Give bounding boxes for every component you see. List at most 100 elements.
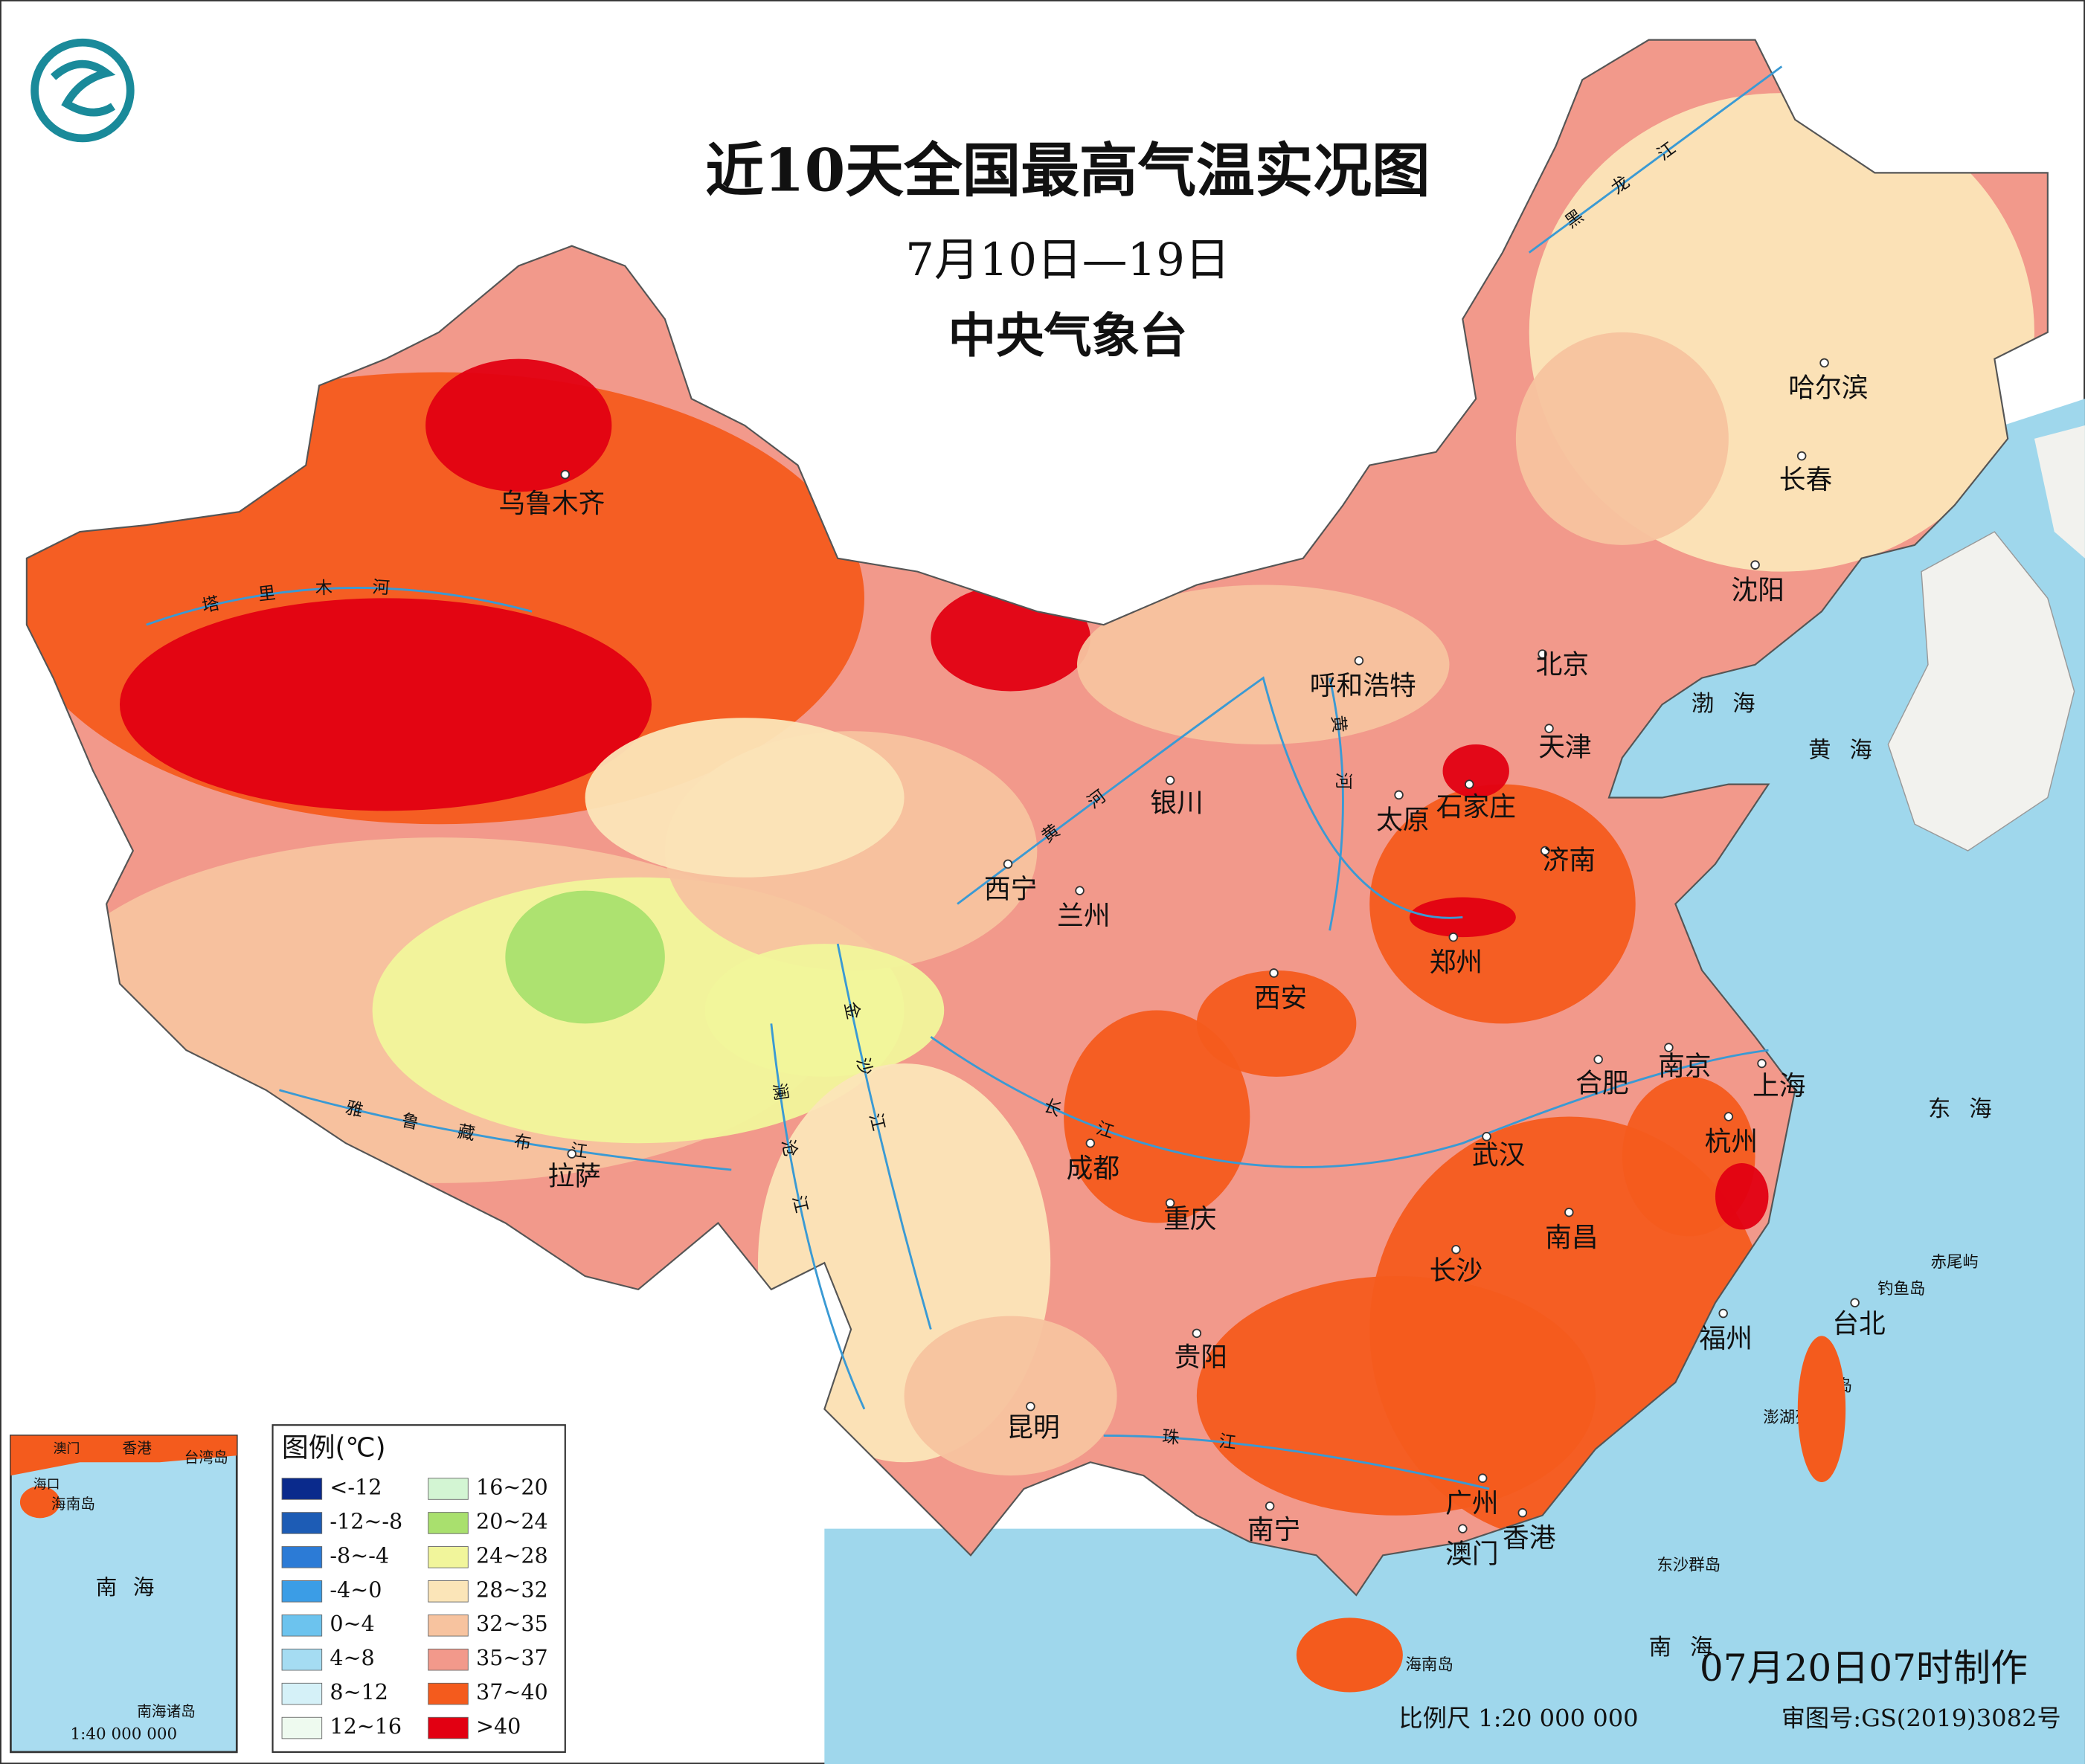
city-label: 贵阳 xyxy=(1174,1342,1227,1373)
sea xyxy=(824,399,2085,1764)
china-border xyxy=(25,39,2049,1597)
inset-hainan xyxy=(19,1486,60,1519)
city-dot xyxy=(1477,1473,1488,1483)
river xyxy=(836,943,932,1330)
city-label: 武汉 xyxy=(1472,1140,1525,1171)
city-label: 沈阳 xyxy=(1731,575,1784,605)
river xyxy=(1103,1435,1490,1490)
city-dot xyxy=(1796,451,1807,461)
legend-swatch xyxy=(281,1614,323,1637)
inset-label: 海南岛 xyxy=(51,1496,95,1513)
legend-label: 20~24 xyxy=(476,1508,548,1533)
city-dot xyxy=(560,469,571,480)
city-label: 成都 xyxy=(1067,1153,1119,1184)
city-dot xyxy=(1482,1132,1491,1142)
river xyxy=(1329,677,1344,931)
korea xyxy=(1887,531,2075,852)
legend-swatch xyxy=(428,1580,469,1603)
city-dot xyxy=(1354,656,1364,666)
city-label: 合肥 xyxy=(1575,1069,1628,1099)
city-dot xyxy=(1448,932,1459,942)
legend-swatch xyxy=(281,1512,323,1534)
inset-label: 南海诸岛 xyxy=(137,1703,196,1720)
legend-swatch xyxy=(428,1512,469,1534)
city-label: 乌鲁木齐 xyxy=(498,489,605,519)
city-dot xyxy=(1451,1244,1461,1255)
city-label: 长春 xyxy=(1779,465,1832,495)
city-dot xyxy=(1458,1524,1468,1533)
sea-label: 南海 xyxy=(1649,1635,1732,1661)
city-label: 呼和浩特 xyxy=(1310,671,1416,701)
city-dot xyxy=(1564,1207,1574,1217)
inset-label: 台湾岛 xyxy=(184,1449,228,1466)
legend-swatch xyxy=(428,1682,469,1705)
island-label: 钓鱼岛 xyxy=(1877,1280,1925,1298)
inset-label: 澳门 xyxy=(54,1441,80,1456)
logo xyxy=(30,38,135,143)
city-label: 郑州 xyxy=(1430,947,1482,978)
legend-swatch xyxy=(281,1648,323,1671)
city-label: 昆明 xyxy=(1006,1413,1059,1443)
legend-label: 32~35 xyxy=(476,1611,548,1636)
legend-swatch xyxy=(281,1682,323,1705)
taiwan xyxy=(1797,1336,1846,1483)
temp-zone xyxy=(1442,744,1509,798)
legend-title: 图例(℃) xyxy=(282,1432,385,1463)
legend-swatch xyxy=(281,1478,323,1500)
legend-label: 0~4 xyxy=(330,1611,374,1636)
temp-zone xyxy=(585,718,905,878)
city-dot xyxy=(1026,1401,1035,1411)
city-dot xyxy=(1465,779,1474,789)
city-dot xyxy=(1819,358,1829,368)
city-dot xyxy=(1269,968,1279,978)
city-label: 北京 xyxy=(1536,650,1589,680)
inset-label: 香港 xyxy=(123,1440,152,1457)
city-label: 澳门 xyxy=(1445,1539,1498,1569)
city-dot xyxy=(1192,1328,1202,1339)
legend-label: -4~0 xyxy=(330,1577,382,1602)
legend-label: 35~37 xyxy=(476,1645,548,1670)
legend-label: 24~28 xyxy=(476,1542,548,1568)
temp-zone xyxy=(1196,1275,1596,1516)
inset-scale: 1:40 000 000 xyxy=(71,1725,178,1744)
city-label: 太原 xyxy=(1376,805,1429,836)
city-label: 哈尔滨 xyxy=(1788,373,1868,404)
city-dot xyxy=(1850,1298,1860,1307)
title: 近10天全国最高气温实况图 xyxy=(705,135,1430,205)
city-dot xyxy=(1757,1058,1767,1069)
inset-land xyxy=(10,1435,237,1476)
legend-label: -12~-8 xyxy=(330,1508,402,1533)
city-label: 拉萨 xyxy=(548,1162,601,1192)
temp-zone xyxy=(505,890,665,1024)
legend-label: 37~40 xyxy=(476,1679,548,1705)
city-label: 广州 xyxy=(1445,1488,1498,1519)
temp-zone xyxy=(704,944,945,1077)
city-dot xyxy=(1664,1043,1674,1052)
logo-mark xyxy=(51,59,116,117)
legend-label: 16~20 xyxy=(476,1474,548,1499)
city-dot xyxy=(1394,790,1404,800)
city-dot xyxy=(1544,724,1554,733)
legend-label: >40 xyxy=(476,1713,521,1739)
river xyxy=(146,587,533,626)
city-label: 上海 xyxy=(1753,1071,1805,1101)
legend-label: 12~16 xyxy=(330,1713,402,1739)
city-label: 南昌 xyxy=(1545,1223,1598,1253)
legend-swatch xyxy=(281,1546,323,1568)
city-label: 南宁 xyxy=(1247,1515,1300,1545)
city-label: 福州 xyxy=(1700,1324,1753,1354)
city-dot xyxy=(1540,846,1550,856)
subtitle: 7月10日—19日 xyxy=(905,234,1230,286)
river xyxy=(930,1036,1769,1168)
city-label: 香港 xyxy=(1503,1523,1556,1554)
city-dot xyxy=(1075,886,1085,895)
legend-swatch xyxy=(428,1546,469,1568)
city-dot xyxy=(1517,1507,1528,1518)
river xyxy=(1528,65,1783,254)
legend-label: 4~8 xyxy=(330,1645,374,1670)
city-label: 银川 xyxy=(1150,788,1203,818)
city-label: 西宁 xyxy=(984,875,1037,905)
